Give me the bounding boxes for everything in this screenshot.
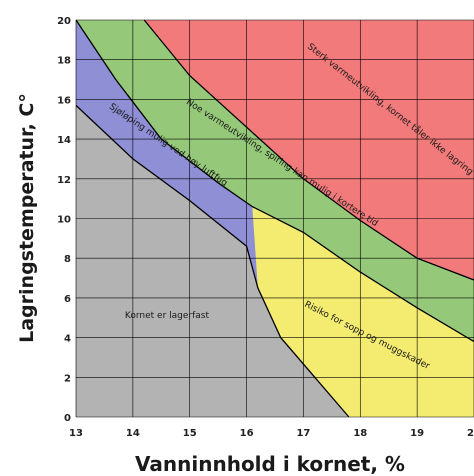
y-tick-label: 18 <box>57 56 71 67</box>
y-tick-label: 6 <box>64 294 71 305</box>
y-tick-label: 12 <box>57 175 71 186</box>
x-tick-label: 18 <box>353 428 367 439</box>
y-tick-label: 20 <box>57 16 71 27</box>
y-tick-label: 0 <box>64 413 71 424</box>
y-tick-label: 10 <box>57 215 71 226</box>
x-tick-label: 19 <box>410 428 424 439</box>
x-tick-label: 16 <box>240 428 254 439</box>
y-tick-label: 16 <box>57 95 71 106</box>
y-tick-label: 4 <box>64 334 71 345</box>
y-tick-label: 8 <box>64 254 71 265</box>
x-tick-label: 20 <box>467 428 474 439</box>
x-tick-label: 15 <box>183 428 197 439</box>
x-axis-title: Vanninnhold i kornet, % <box>135 452 405 476</box>
x-tick-label: 13 <box>69 428 83 439</box>
zone-label-0: Kornet er lagerfast <box>125 311 210 321</box>
y-tick-label: 14 <box>57 135 71 146</box>
x-tick-label: 14 <box>126 428 140 439</box>
y-axis-title: Lagringstemperatur, C° <box>16 93 38 343</box>
x-tick-label: 17 <box>296 428 310 439</box>
y-tick-label: 2 <box>64 373 71 384</box>
